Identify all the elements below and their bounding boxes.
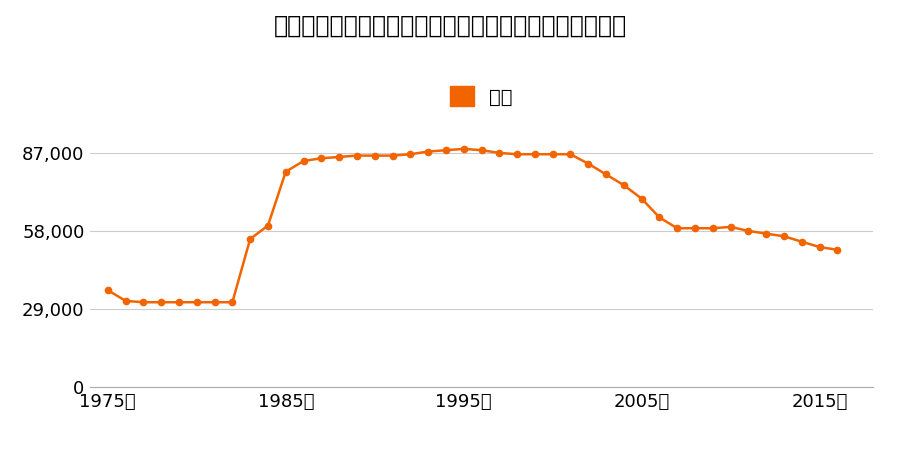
価格 (138, 300, 148, 305)
価格 (458, 146, 469, 152)
価格 (103, 288, 113, 293)
価格 (832, 247, 842, 252)
Line: 価格: 価格 (104, 146, 841, 306)
価格 (156, 300, 166, 305)
価格 (529, 152, 540, 157)
価格 (423, 149, 434, 154)
価格 (405, 152, 416, 157)
価格 (121, 298, 131, 304)
価格 (565, 152, 576, 157)
価格 (387, 153, 398, 158)
価格 (547, 152, 558, 157)
価格 (476, 148, 487, 153)
価格 (636, 196, 647, 201)
価格 (245, 236, 256, 242)
価格 (583, 161, 594, 166)
Text: 新潟県三条市大字新保字諏訪田１０７８番８の地価推移: 新潟県三条市大字新保字諏訪田１０７８番８の地価推移 (274, 14, 626, 37)
価格 (743, 228, 754, 234)
価格 (263, 223, 274, 228)
価格 (316, 156, 327, 161)
価格 (707, 225, 718, 231)
価格 (298, 158, 309, 164)
Legend: 価格: 価格 (443, 78, 520, 114)
価格 (192, 300, 202, 305)
価格 (369, 153, 380, 158)
価格 (600, 172, 611, 177)
価格 (725, 224, 736, 230)
価格 (440, 148, 451, 153)
価格 (494, 150, 505, 156)
価格 (174, 300, 184, 305)
価格 (281, 169, 292, 175)
価格 (760, 231, 771, 236)
価格 (209, 300, 220, 305)
価格 (689, 225, 700, 231)
価格 (654, 215, 665, 220)
価格 (814, 244, 825, 250)
価格 (512, 152, 523, 157)
価格 (352, 153, 363, 158)
価格 (618, 183, 629, 188)
価格 (778, 234, 789, 239)
価格 (671, 225, 682, 231)
価格 (796, 239, 807, 244)
価格 (334, 154, 345, 160)
価格 (227, 300, 238, 305)
